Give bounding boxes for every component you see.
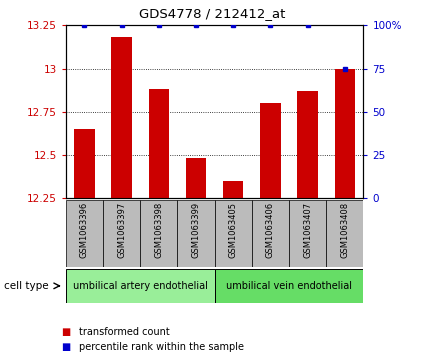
- Text: GSM1063408: GSM1063408: [340, 202, 349, 258]
- Bar: [140, 200, 178, 267]
- Bar: [178, 200, 215, 267]
- Text: GSM1063407: GSM1063407: [303, 202, 312, 258]
- Text: GSM1063396: GSM1063396: [80, 202, 89, 258]
- Bar: [252, 200, 289, 267]
- Bar: [103, 200, 140, 267]
- Text: GSM1063398: GSM1063398: [154, 202, 163, 258]
- Bar: [66, 269, 215, 303]
- Bar: [74, 129, 95, 198]
- Text: ■: ■: [62, 327, 71, 337]
- Bar: [326, 200, 363, 267]
- Bar: [66, 200, 103, 267]
- Bar: [223, 181, 244, 198]
- Bar: [260, 103, 281, 198]
- Bar: [334, 69, 355, 198]
- Bar: [215, 269, 363, 303]
- Text: transformed count: transformed count: [79, 327, 170, 337]
- Text: GSM1063399: GSM1063399: [192, 202, 201, 258]
- Text: GDS4778 / 212412_at: GDS4778 / 212412_at: [139, 7, 286, 20]
- Text: GSM1063406: GSM1063406: [266, 202, 275, 258]
- Text: ■: ■: [62, 342, 71, 352]
- Text: percentile rank within the sample: percentile rank within the sample: [79, 342, 244, 352]
- Bar: [289, 200, 326, 267]
- Text: GSM1063397: GSM1063397: [117, 202, 126, 258]
- Bar: [186, 158, 206, 198]
- Bar: [215, 200, 252, 267]
- Bar: [298, 91, 318, 198]
- Bar: [111, 37, 132, 198]
- Text: umbilical vein endothelial: umbilical vein endothelial: [226, 281, 352, 291]
- Text: umbilical artery endothelial: umbilical artery endothelial: [73, 281, 208, 291]
- Bar: [149, 89, 169, 198]
- Text: GSM1063405: GSM1063405: [229, 202, 238, 258]
- Text: cell type: cell type: [4, 281, 49, 291]
